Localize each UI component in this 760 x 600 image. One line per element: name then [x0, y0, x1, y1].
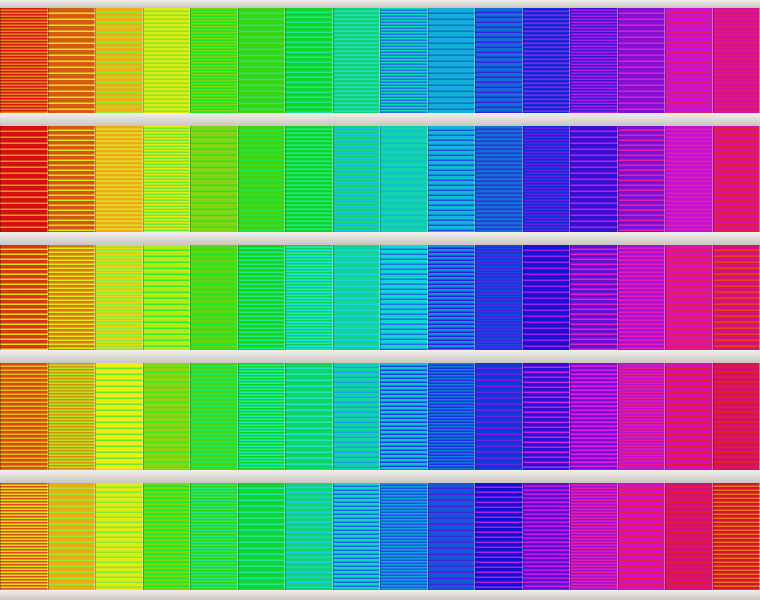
window-panel: [332, 483, 380, 590]
window-row: [0, 483, 760, 590]
window-panel: [190, 245, 238, 350]
window-row: [0, 126, 760, 232]
window-panel: [190, 483, 238, 590]
window-panel: [665, 483, 713, 590]
window-panel: [570, 245, 618, 350]
window-panel: [237, 363, 285, 470]
window-panel: [142, 8, 190, 113]
window-panel: [617, 126, 665, 232]
window-panel: [47, 483, 95, 590]
window-panel: [190, 363, 238, 470]
floor-band: [0, 113, 760, 126]
window-panel: [95, 8, 143, 113]
window-panel: [665, 245, 713, 350]
window-panel: [0, 483, 48, 590]
window-panel: [522, 126, 570, 232]
window-panel: [95, 363, 143, 470]
window-panel: [285, 363, 333, 470]
window-panel: [665, 8, 713, 113]
window-panel: [0, 126, 48, 232]
window-panel: [237, 126, 285, 232]
window-panel: [285, 126, 333, 232]
window-panel: [47, 126, 95, 232]
floor-band: [0, 0, 760, 8]
window-panel: [332, 363, 380, 470]
window-panel: [332, 126, 380, 232]
window-panel: [617, 245, 665, 350]
window-panel: [570, 8, 618, 113]
window-panel: [0, 8, 48, 113]
window-panel: [570, 126, 618, 232]
window-panel: [237, 245, 285, 350]
window-panel: [142, 363, 190, 470]
floor-band: [0, 590, 760, 600]
window-panel: [522, 8, 570, 113]
floor-band: [0, 470, 760, 483]
window-panel: [190, 8, 238, 113]
window-panel: [617, 483, 665, 590]
window-row: [0, 245, 760, 350]
window-panel: [380, 363, 428, 470]
window-panel: [332, 245, 380, 350]
window-panel: [95, 245, 143, 350]
window-panel: [522, 363, 570, 470]
window-panel: [475, 483, 523, 590]
window-panel: [380, 483, 428, 590]
window-panel: [47, 245, 95, 350]
window-panel: [712, 483, 760, 590]
window-panel: [380, 245, 428, 350]
window-panel: [522, 483, 570, 590]
window-panel: [712, 8, 760, 113]
window-panel: [95, 126, 143, 232]
window-panel: [142, 483, 190, 590]
window-panel: [380, 126, 428, 232]
window-panel: [712, 245, 760, 350]
window-row: [0, 363, 760, 470]
window-panel: [95, 483, 143, 590]
window-panel: [570, 363, 618, 470]
window-panel: [427, 8, 475, 113]
window-panel: [0, 245, 48, 350]
window-panel: [665, 363, 713, 470]
window-panel: [47, 8, 95, 113]
window-panel: [142, 126, 190, 232]
window-panel: [617, 363, 665, 470]
window-panel: [142, 245, 190, 350]
window-panel: [475, 126, 523, 232]
window-panel: [285, 245, 333, 350]
window-panel: [237, 483, 285, 590]
floor-band: [0, 232, 760, 245]
window-panel: [285, 8, 333, 113]
window-panel: [475, 8, 523, 113]
window-panel: [617, 8, 665, 113]
window-panel: [237, 8, 285, 113]
window-panel: [427, 245, 475, 350]
window-panel: [47, 363, 95, 470]
window-panel: [475, 245, 523, 350]
window-panel: [475, 363, 523, 470]
window-panel: [427, 126, 475, 232]
window-panel: [285, 483, 333, 590]
window-row: [0, 8, 760, 113]
window-panel: [332, 8, 380, 113]
window-panel: [190, 126, 238, 232]
floor-band: [0, 350, 760, 363]
window-panel: [712, 363, 760, 470]
window-panel: [712, 126, 760, 232]
window-panel: [522, 245, 570, 350]
window-panel: [570, 483, 618, 590]
window-panel: [427, 483, 475, 590]
window-panel: [427, 363, 475, 470]
window-panel: [665, 126, 713, 232]
window-panel: [0, 363, 48, 470]
window-panel: [380, 8, 428, 113]
